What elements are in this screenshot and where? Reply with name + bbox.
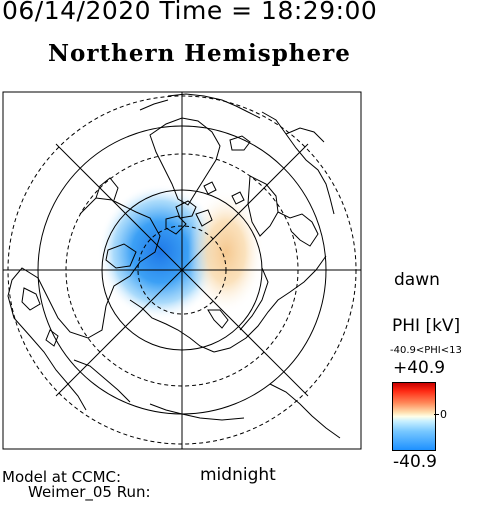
meridian-diag-2 <box>55 143 309 397</box>
model-run-label: Weimer_05 Run: <box>28 483 151 501</box>
plot-frame <box>2 91 362 450</box>
model-source-label: Model at CCMC: <box>2 468 122 486</box>
midnight-label: midnight <box>200 465 276 485</box>
colorbar-range: -40.9<PHI<13 <box>390 345 462 356</box>
negative-cell <box>98 184 222 320</box>
colorbar-zero-label: 0 <box>440 408 447 421</box>
coastlines <box>7 93 341 439</box>
timestamp: 06/14/2020 Time = 18:29:00 <box>2 0 378 25</box>
colorbar-max-label: +40.9 <box>393 358 446 378</box>
plot-title: Northern Hemisphere <box>48 40 351 67</box>
meridians <box>3 92 361 449</box>
dawn-label: dawn <box>394 270 440 290</box>
colorbar-zero-tick <box>434 414 439 415</box>
colorbar <box>392 382 436 451</box>
colorbar-min-label: -40.9 <box>393 452 437 472</box>
colorbar-title: PHI [kV] <box>392 316 461 336</box>
